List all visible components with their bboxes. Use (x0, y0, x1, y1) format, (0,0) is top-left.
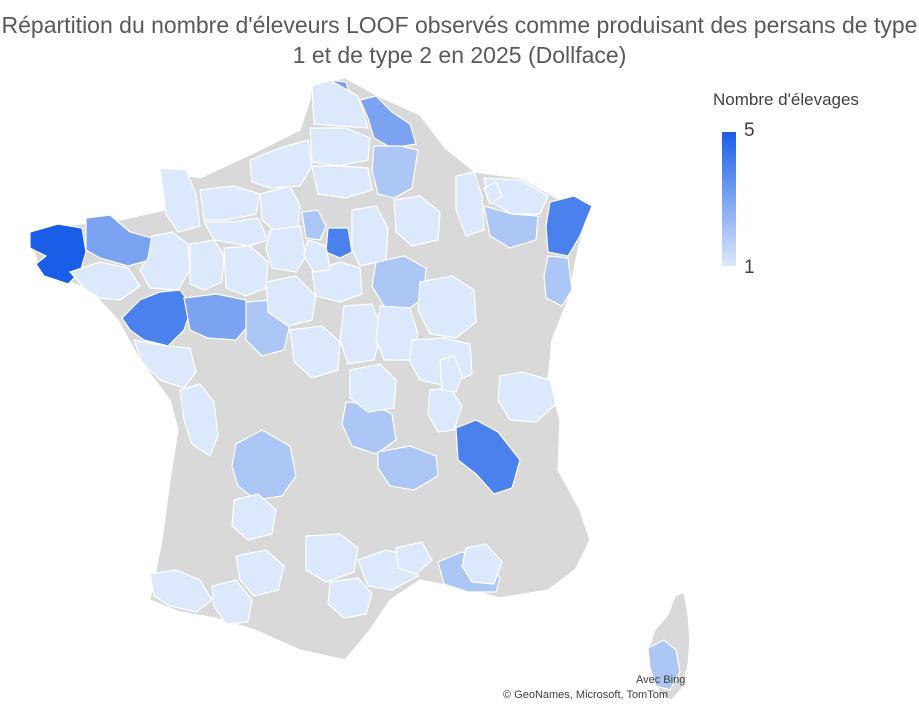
region-vendee (133, 339, 197, 389)
regions-layer (29, 79, 681, 691)
region-ille-et-vilaine (139, 231, 191, 291)
region-marne (393, 195, 441, 247)
region-gard (395, 541, 433, 575)
region-aveyron (327, 577, 373, 619)
legend-title: Nombre d'élevages (713, 90, 859, 109)
region-haute-savoie (483, 181, 503, 205)
region-manche (159, 167, 201, 233)
region-cote-dor (417, 275, 477, 339)
region-somme (309, 127, 371, 167)
region-maine-et-loire (183, 293, 249, 341)
region-creuse (349, 363, 397, 413)
region-aube (371, 255, 427, 313)
region-bas-rhin (545, 195, 593, 257)
map-credit-bing: Avec Bing (636, 674, 686, 686)
region-haut-rhin (543, 255, 573, 307)
region-meuse (455, 171, 485, 237)
region-gers (235, 549, 285, 597)
region-seine-et-marne (351, 205, 389, 267)
region-essonne (303, 239, 331, 273)
region-charente-maritime (179, 383, 219, 457)
region-seine-maritime (249, 139, 313, 189)
region-hautes-pyrenees (211, 579, 253, 625)
region-correze (231, 493, 277, 541)
legend-min-label: 1 (744, 257, 755, 278)
legend-max-label: 5 (744, 120, 755, 141)
region-puy-de-dome (377, 445, 439, 491)
region-pas-de-calais (311, 79, 369, 129)
legend-color-scale (722, 132, 736, 266)
region-calvados (199, 185, 261, 221)
region-cher (339, 303, 383, 365)
region-pyrenees-atlantiques (149, 569, 213, 613)
region-ain (497, 371, 557, 423)
region-loir-et-cher (265, 275, 317, 327)
chart-title: Répartition du nombre d'éleveurs LOOF ob… (1, 12, 918, 68)
region-indre (289, 325, 341, 379)
region-haute-vienne (231, 429, 297, 501)
region-vaucluse (461, 543, 503, 585)
region-corse-du-sud (647, 639, 681, 691)
region-nord (359, 95, 417, 149)
map-credit-sources: © GeoNames, Microsoft, TomTom (503, 689, 668, 701)
region-aisne (371, 145, 419, 199)
region-rhone (439, 355, 463, 393)
region-oise (311, 165, 373, 199)
region-tarn (305, 533, 359, 583)
region-yvelines (301, 209, 327, 241)
region-eure-et-loir (265, 225, 307, 273)
region-morbihan (68, 261, 141, 301)
region-paris (325, 227, 353, 259)
region-isere (455, 419, 521, 495)
region-finistere (29, 223, 87, 285)
region-mayenne (189, 239, 225, 291)
